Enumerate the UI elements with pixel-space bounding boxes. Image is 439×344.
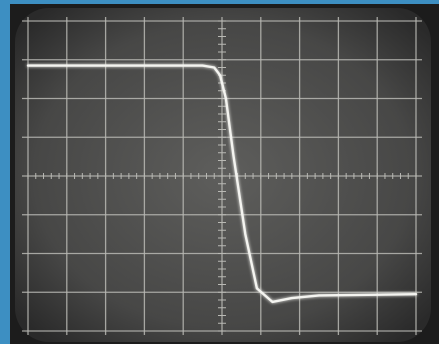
graticule [22, 17, 422, 335]
screen [15, 8, 431, 342]
trace-layer [26, 64, 418, 304]
trace [26, 64, 418, 304]
